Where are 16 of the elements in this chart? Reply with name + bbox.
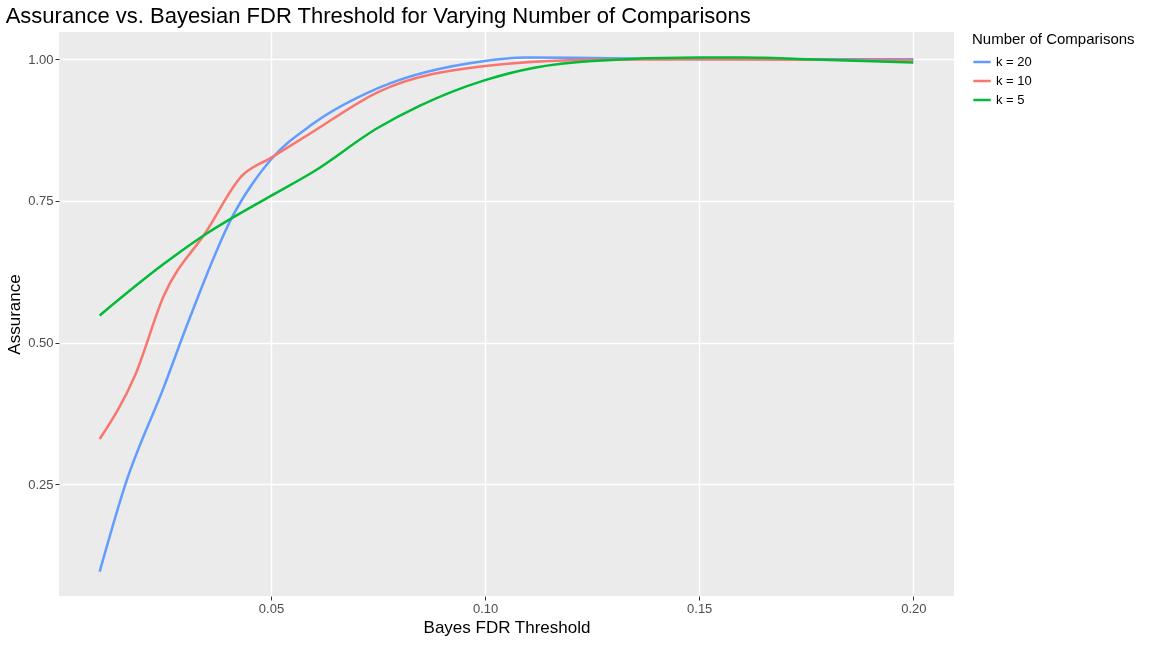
x-tick-label: 0.20 [901, 600, 927, 616]
legend-label: k = 10 [996, 73, 1032, 88]
legend-label: k = 5 [996, 92, 1025, 107]
y-tick-label: 0.50 [28, 335, 54, 351]
line-series [98, 56, 915, 317]
x-tick-label: 0.15 [687, 600, 713, 616]
y-axis-title: Assurance [5, 274, 25, 355]
x-tick-label: 0.05 [258, 600, 285, 616]
x-axis-title: Bayes FDR Threshold [423, 617, 591, 637]
y-tick-label: 1.00 [28, 51, 54, 67]
y-tick-label: 0.25 [28, 476, 54, 492]
legend-label: k = 20 [996, 54, 1032, 69]
y-tick-label: 0.75 [28, 193, 54, 209]
legend-title: Number of Comparisons [972, 30, 1135, 47]
x-tick-label: 0.10 [472, 600, 499, 616]
chart-title: Assurance vs. Bayesian FDR Threshold for Varying Number of Comparisons [5, 3, 751, 28]
